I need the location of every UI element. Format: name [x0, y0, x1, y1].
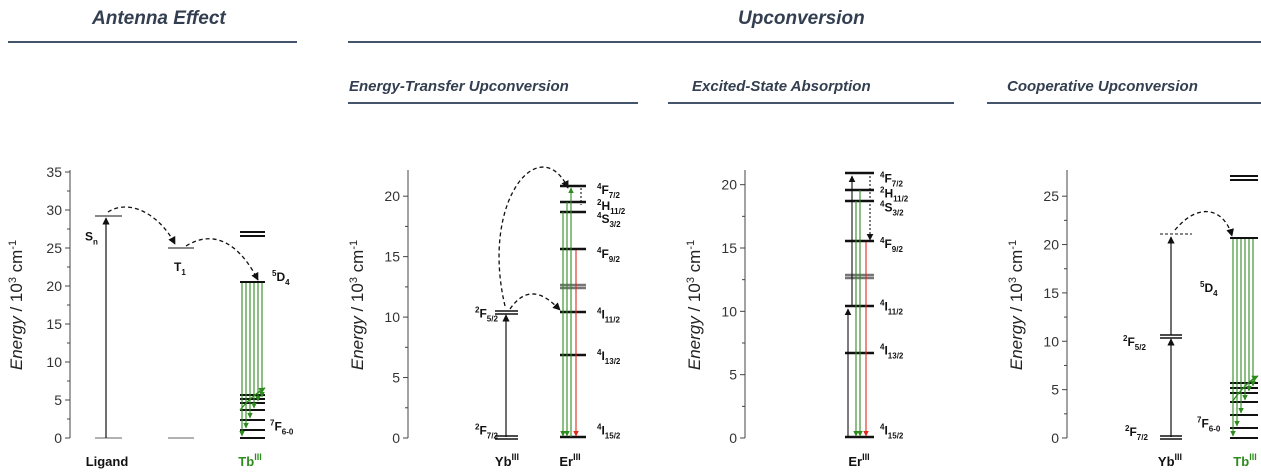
y-axis-label: Energy / 103 cm-1	[685, 240, 704, 370]
er-levels-etu	[560, 184, 586, 439]
upconversion-rule	[348, 41, 1261, 43]
tb-relaxation-arrow-cu	[1231, 375, 1259, 403]
cu-title: Cooperative Upconversion	[1007, 78, 1198, 95]
antenna-axis: 0 5 10 15 20 25 30 35 Energy / 103 cm-1 Ligand TbI…	[7, 164, 294, 469]
y-tick-label: 25	[1043, 188, 1059, 204]
esa-rule	[668, 102, 954, 104]
etu-axis: 0 5 10 15 20 Energy / 103 cm-1 YbIII ErIII 2F5/2…	[348, 170, 626, 469]
cu-axis: 0 5 10 15 20 25 Energy / 103 cm-1 YbIII TbIII 5D4…	[1007, 170, 1257, 469]
cu-rule	[987, 102, 1261, 104]
y-tick-label: 0	[1051, 430, 1059, 446]
level-label: 4I15/2	[880, 422, 904, 440]
level-label: 2H11/2	[597, 198, 626, 216]
species-label: ErIII	[559, 452, 580, 469]
cu-transfer-arrow	[1174, 211, 1234, 237]
etu-panel	[495, 166, 586, 440]
y-tick-label: 15	[46, 316, 62, 332]
antenna-panel	[95, 206, 266, 439]
level-label: 7F6-0	[270, 419, 294, 437]
tb-relaxation-arrow	[239, 387, 266, 411]
esa-title: Excited-State Absorption	[692, 78, 871, 95]
y-tick-label: 0	[392, 430, 400, 446]
level-label: 2F5/2	[1123, 334, 1146, 352]
level-label: Sn	[85, 230, 98, 247]
species-label: YbIII	[1158, 452, 1182, 469]
level-label: 4I11/2	[597, 307, 620, 325]
esa-panel	[844, 171, 874, 439]
y-tick-label: 10	[1043, 333, 1059, 349]
y-tick-label: 5	[1051, 382, 1059, 398]
y-tick-label: 5	[729, 367, 737, 383]
level-label: 2F7/2	[1125, 424, 1148, 442]
y-tick-label: 0	[54, 430, 62, 446]
etu-transfer-2	[498, 166, 569, 307]
tb-emission-arrows-cu	[1230, 239, 1256, 437]
y-tick-label: 10	[46, 354, 62, 370]
level-label: 4I15/2	[597, 423, 621, 441]
level-label: 4I11/2	[880, 298, 903, 316]
species-label: TbIII	[238, 452, 261, 469]
level-label: 4S3/2	[880, 199, 904, 217]
y-tick-label: 5	[392, 370, 400, 386]
level-label: 4I13/2	[597, 348, 621, 366]
y-tick-label: 30	[46, 202, 62, 218]
etu-transfer-1	[509, 293, 561, 311]
level-label: 4I13/2	[880, 343, 904, 361]
y-tick-label: 20	[1043, 237, 1059, 253]
level-label: 4F9/2	[880, 236, 903, 254]
y-axis-label: Energy / 103 cm-1	[348, 240, 367, 370]
antenna-effect-rule	[8, 41, 297, 43]
cu-panel	[1160, 175, 1259, 440]
y-tick-label: 20	[46, 278, 62, 294]
level-label: T1	[174, 260, 186, 277]
species-label: TbIII	[1233, 452, 1256, 469]
species-label: YbIII	[495, 452, 519, 469]
y-tick-label: 20	[721, 177, 737, 193]
species-label: ErIII	[848, 452, 869, 469]
y-tick-label: 10	[384, 309, 400, 325]
y-tick-label: 10	[721, 303, 737, 319]
level-label: 2F5/2	[475, 305, 498, 323]
level-label: 5D4	[272, 269, 290, 287]
level-label: 7F6-0	[1197, 415, 1221, 433]
y-tick-label: 5	[54, 392, 62, 408]
tb-7f-levels	[240, 394, 265, 439]
etu-rule	[348, 102, 638, 104]
y-tick-label: 25	[46, 240, 62, 256]
level-label: 4S3/2	[597, 211, 621, 229]
tb-7f-levels-cu	[1230, 382, 1258, 439]
etu-title: Energy-Transfer Upconversion	[349, 78, 569, 95]
y-tick-label: 15	[384, 249, 400, 265]
level-label: 4F7/2	[597, 182, 620, 200]
y-axis-label: Energy / 103 cm-1	[7, 240, 26, 370]
tb-emission-arrows	[239, 283, 265, 437]
y-tick-label: 20	[384, 188, 400, 204]
et-arrow	[185, 238, 259, 281]
level-label: 5D4	[1200, 280, 1218, 298]
level-label: 2F7/2	[475, 423, 498, 441]
y-tick-label: 15	[721, 240, 737, 256]
species-label: Ligand	[86, 454, 129, 469]
level-label: 2H11/2	[880, 186, 909, 204]
y-tick-label: 15	[1043, 285, 1059, 301]
antenna-effect-title: Antenna Effect	[92, 8, 226, 29]
isc-arrow	[107, 206, 176, 245]
y-axis-label: Energy / 103 cm-1	[1007, 240, 1026, 370]
er-arrows-esa	[844, 175, 874, 437]
level-label: 4F9/2	[597, 246, 620, 264]
upconversion-title: Upconversion	[738, 8, 865, 29]
er-emission-arrows-etu	[560, 187, 582, 437]
esa-axis: 0 5 10 15 20 Energy / 103 cm-1 ErIII 4F7/22H11/…	[685, 170, 909, 469]
y-tick-label: 0	[729, 430, 737, 446]
y-tick-label: 35	[46, 164, 62, 180]
level-label: 4F7/2	[880, 170, 903, 188]
